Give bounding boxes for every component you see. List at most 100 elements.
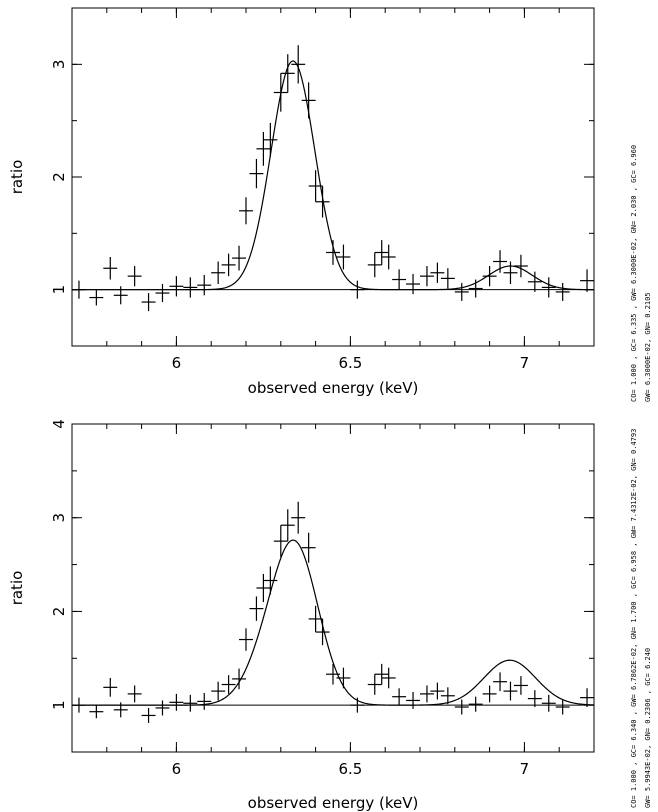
data-point xyxy=(513,254,528,278)
top-x-axis-label: observed energy (keV) xyxy=(248,379,419,397)
data-point xyxy=(280,509,295,542)
data-point xyxy=(183,694,198,712)
x-tick-label: 7 xyxy=(520,760,530,778)
data-point xyxy=(430,682,445,700)
data-point xyxy=(430,262,445,283)
data-point xyxy=(89,705,104,719)
data-point xyxy=(468,696,483,712)
data-point xyxy=(555,282,570,301)
data-point xyxy=(221,675,236,694)
data-point xyxy=(127,685,142,703)
data-point xyxy=(301,532,316,563)
data-point xyxy=(249,158,264,189)
data-point xyxy=(263,566,278,595)
data-point xyxy=(420,685,434,703)
top-model-curve xyxy=(72,60,594,291)
data-point xyxy=(454,282,469,301)
data-point xyxy=(239,628,253,651)
x-tick-label: 6.5 xyxy=(338,354,362,372)
data-point xyxy=(482,266,497,287)
data-point xyxy=(113,286,128,305)
data-point xyxy=(493,250,507,273)
x-tick-label: 6 xyxy=(172,354,182,372)
y-tick-label: 1 xyxy=(50,285,68,295)
data-point xyxy=(555,699,570,715)
data-point xyxy=(381,667,396,689)
data-point xyxy=(308,605,323,633)
x-tick-label: 7 xyxy=(520,354,530,372)
data-point xyxy=(454,699,469,715)
y-tick-label: 1 xyxy=(50,700,68,710)
data-point xyxy=(406,273,420,295)
data-point xyxy=(280,54,295,93)
data-point xyxy=(367,252,382,278)
data-point xyxy=(169,693,184,711)
top-data-points xyxy=(72,45,594,312)
data-point xyxy=(141,293,156,312)
data-point xyxy=(420,266,434,287)
data-point xyxy=(381,244,396,270)
top-panel: 6 6.5 7 1 2 3 observed energy (keV) ratio xyxy=(8,7,595,397)
data-point xyxy=(374,663,389,685)
data-point xyxy=(503,261,518,285)
data-point xyxy=(527,271,542,292)
bottom-model-curve xyxy=(72,539,595,706)
data-point xyxy=(273,525,288,558)
top-fit-parameters-line-2: GW= 6.3000E-02, GN= 0.2105 xyxy=(644,292,652,402)
data-point xyxy=(211,681,226,701)
bottom-fit-parameters-line-1: CO= 1.000 , GC= 6.340 , GW= 6.7862E-02, … xyxy=(630,429,638,808)
data-point xyxy=(169,276,184,297)
data-point xyxy=(406,692,420,709)
y-tick-label: 2 xyxy=(50,607,68,617)
data-point xyxy=(440,268,455,289)
y-tick-label: 3 xyxy=(50,60,68,70)
data-point xyxy=(197,692,212,710)
top-plot-frame xyxy=(71,7,595,347)
data-point xyxy=(89,289,104,306)
data-point xyxy=(392,269,407,290)
data-point xyxy=(239,197,253,225)
data-point xyxy=(367,674,382,695)
data-point xyxy=(249,596,264,621)
data-point xyxy=(103,256,118,280)
data-point xyxy=(256,573,271,603)
data-point xyxy=(493,672,507,692)
data-point xyxy=(221,253,236,277)
bottom-plot-frame xyxy=(71,423,595,753)
data-point xyxy=(350,280,365,299)
data-point xyxy=(541,277,556,298)
bottom-data-points xyxy=(72,501,594,723)
data-point xyxy=(440,687,455,705)
data-point xyxy=(256,131,271,166)
bottom-axes: 6 6.5 7 1 2 3 4 xyxy=(50,419,595,778)
bottom-panel: 6 6.5 7 1 2 3 4 observed energy (keV) ratio xyxy=(8,419,595,812)
y-tick-label: 2 xyxy=(50,172,68,182)
data-point xyxy=(336,244,351,270)
data-point xyxy=(541,694,556,712)
y-tick-label: 3 xyxy=(50,513,68,523)
data-point xyxy=(291,45,306,84)
data-point xyxy=(103,677,118,697)
data-point xyxy=(291,501,306,534)
data-point xyxy=(513,676,528,695)
top-y-axis-label: ratio xyxy=(8,160,26,195)
data-point xyxy=(155,284,170,303)
top-axes: 6 6.5 7 1 2 3 xyxy=(50,7,595,372)
data-point xyxy=(155,700,170,716)
data-point xyxy=(392,688,407,706)
x-tick-label: 6 xyxy=(172,760,182,778)
bottom-x-axis-label: observed energy (keV) xyxy=(248,794,419,812)
data-point xyxy=(183,277,198,298)
data-point xyxy=(482,685,497,703)
data-point xyxy=(263,122,278,157)
data-point xyxy=(580,269,594,292)
y-tick-label: 4 xyxy=(50,419,68,429)
bottom-y-axis-label: ratio xyxy=(8,571,26,606)
data-point xyxy=(468,279,483,298)
data-point xyxy=(315,186,330,218)
top-fit-parameters: CO= 1.000 , GC= 6.335 , GW= 6.3000E-02, … xyxy=(630,145,652,402)
data-point xyxy=(141,707,156,723)
bottom-fit-parameters: CO= 1.000 , GC= 6.340 , GW= 6.7862E-02, … xyxy=(630,429,652,808)
top-fit-parameters-line-1: CO= 1.000 , GC= 6.335 , GW= 6.3000E-02, … xyxy=(630,145,638,402)
